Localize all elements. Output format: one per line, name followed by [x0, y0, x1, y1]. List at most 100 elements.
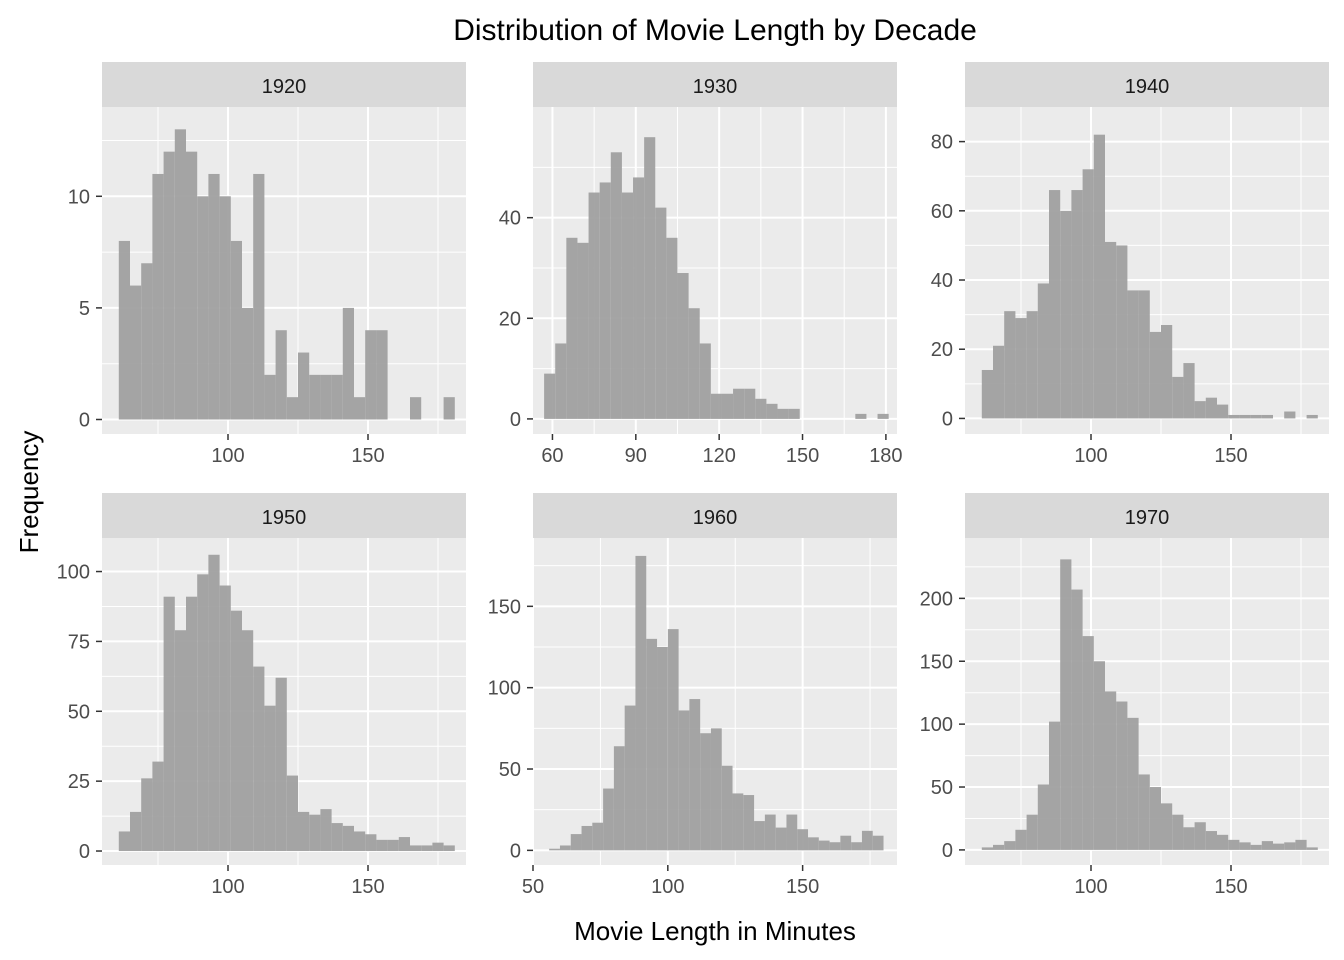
histogram-bar: [163, 151, 175, 420]
histogram-bar: [365, 330, 377, 420]
histogram-bar: [410, 397, 422, 420]
histogram-bar: [242, 307, 254, 420]
histogram-bar: [1082, 636, 1094, 850]
histogram-bar: [208, 173, 220, 420]
x-tick-label: 90: [625, 445, 647, 467]
y-tick-label: 100: [488, 678, 521, 700]
histogram-bar: [1049, 190, 1061, 419]
histogram-bar: [354, 831, 366, 852]
y-tick-label: 0: [510, 409, 521, 431]
histogram-bar: [855, 413, 867, 419]
facet-label: 1940: [1125, 76, 1170, 98]
y-tick-label: 80: [931, 132, 953, 154]
histogram-bar: [309, 814, 321, 852]
histogram-bar: [1183, 827, 1195, 850]
histogram-bar: [1105, 691, 1117, 850]
histogram-bar: [1183, 363, 1195, 419]
facet-label: 1930: [693, 76, 738, 98]
histogram-bar: [678, 710, 690, 851]
facet-label: 1970: [1125, 507, 1170, 529]
histogram-bar: [1093, 661, 1105, 850]
histogram-bar: [613, 746, 625, 851]
histogram-bar: [981, 369, 993, 419]
histogram-bar: [197, 574, 209, 852]
histogram-bar: [1116, 701, 1128, 850]
histogram-bar: [755, 398, 767, 419]
histogram-bar: [754, 821, 765, 851]
histogram-bar: [610, 152, 622, 419]
x-tick-label: 100: [211, 876, 244, 898]
histogram-bar: [354, 397, 366, 420]
histogram-bar: [621, 192, 634, 419]
histogram-bar: [141, 263, 153, 420]
histogram-bar: [555, 343, 567, 419]
histogram-bar: [186, 596, 198, 852]
chart-title: Distribution of Movie Length by Decade: [453, 14, 977, 47]
histogram-bar: [1194, 822, 1206, 850]
histogram-bar: [699, 343, 711, 419]
histogram-bar: [689, 699, 701, 851]
histogram-bar: [592, 822, 604, 851]
y-tick-label: 40: [931, 270, 953, 292]
histogram-bar: [1273, 843, 1285, 850]
histogram-bar: [624, 705, 636, 851]
histogram-bar: [208, 554, 220, 852]
histogram-bar: [721, 765, 733, 851]
histogram-bar: [130, 285, 142, 420]
y-tick-label: 75: [68, 631, 90, 653]
histogram-bar: [775, 827, 787, 851]
histogram-bar: [744, 388, 756, 419]
histogram-bar: [1261, 841, 1273, 850]
y-tick-label: 100: [920, 714, 953, 736]
histogram-bar: [559, 845, 571, 851]
histogram-bar: [1049, 721, 1061, 850]
histogram-bar: [721, 393, 734, 419]
histogram-bar: [1228, 839, 1240, 850]
x-axis-title: Movie Length in Minutes: [574, 916, 856, 946]
y-tick-label: 200: [920, 588, 953, 610]
histogram-bar: [766, 403, 778, 419]
histogram-bar: [667, 629, 679, 851]
histogram-bar: [544, 373, 556, 419]
histogram-bar: [1004, 311, 1016, 419]
histogram-bar: [410, 845, 422, 852]
histogram-bar: [657, 647, 668, 851]
y-tick-label: 5: [79, 298, 90, 320]
histogram-bar: [603, 788, 614, 851]
histogram-bar: [581, 825, 593, 851]
facet-strip: [965, 493, 1329, 538]
histogram-bar: [646, 638, 658, 851]
histogram-bar: [1071, 190, 1083, 419]
histogram-bar: [677, 273, 689, 419]
histogram-bar: [320, 809, 332, 852]
histogram-bar: [788, 408, 800, 419]
histogram-bar: [421, 845, 433, 852]
histogram-bar: [743, 795, 755, 851]
histogram-bar: [1295, 839, 1307, 850]
histogram-bar: [1250, 414, 1262, 419]
histogram-bar: [152, 761, 164, 852]
y-tick-label: 0: [79, 409, 90, 431]
histogram-bar: [118, 240, 130, 420]
y-tick-label: 40: [499, 208, 521, 230]
histogram-bar: [432, 842, 444, 852]
histogram-bar: [264, 705, 276, 852]
facet-label: 1950: [262, 507, 307, 529]
facet-strip: [102, 62, 466, 107]
histogram-bar: [688, 308, 700, 419]
facet-strip: [102, 493, 466, 538]
histogram-bar: [298, 811, 310, 852]
x-tick-label: 150: [1214, 445, 1247, 467]
histogram-bar: [588, 192, 600, 419]
histogram-bar: [1172, 814, 1184, 850]
histogram-bar: [1205, 397, 1217, 419]
histogram-bar: [655, 207, 667, 419]
histogram-bar: [872, 835, 884, 851]
histogram-bar: [174, 129, 186, 420]
histogram-bar: [733, 388, 745, 419]
x-tick-label: 100: [1074, 876, 1107, 898]
histogram-bar: [808, 837, 819, 851]
histogram-bar: [443, 845, 455, 852]
histogram-bar: [732, 793, 744, 851]
histogram-bar: [230, 240, 242, 420]
